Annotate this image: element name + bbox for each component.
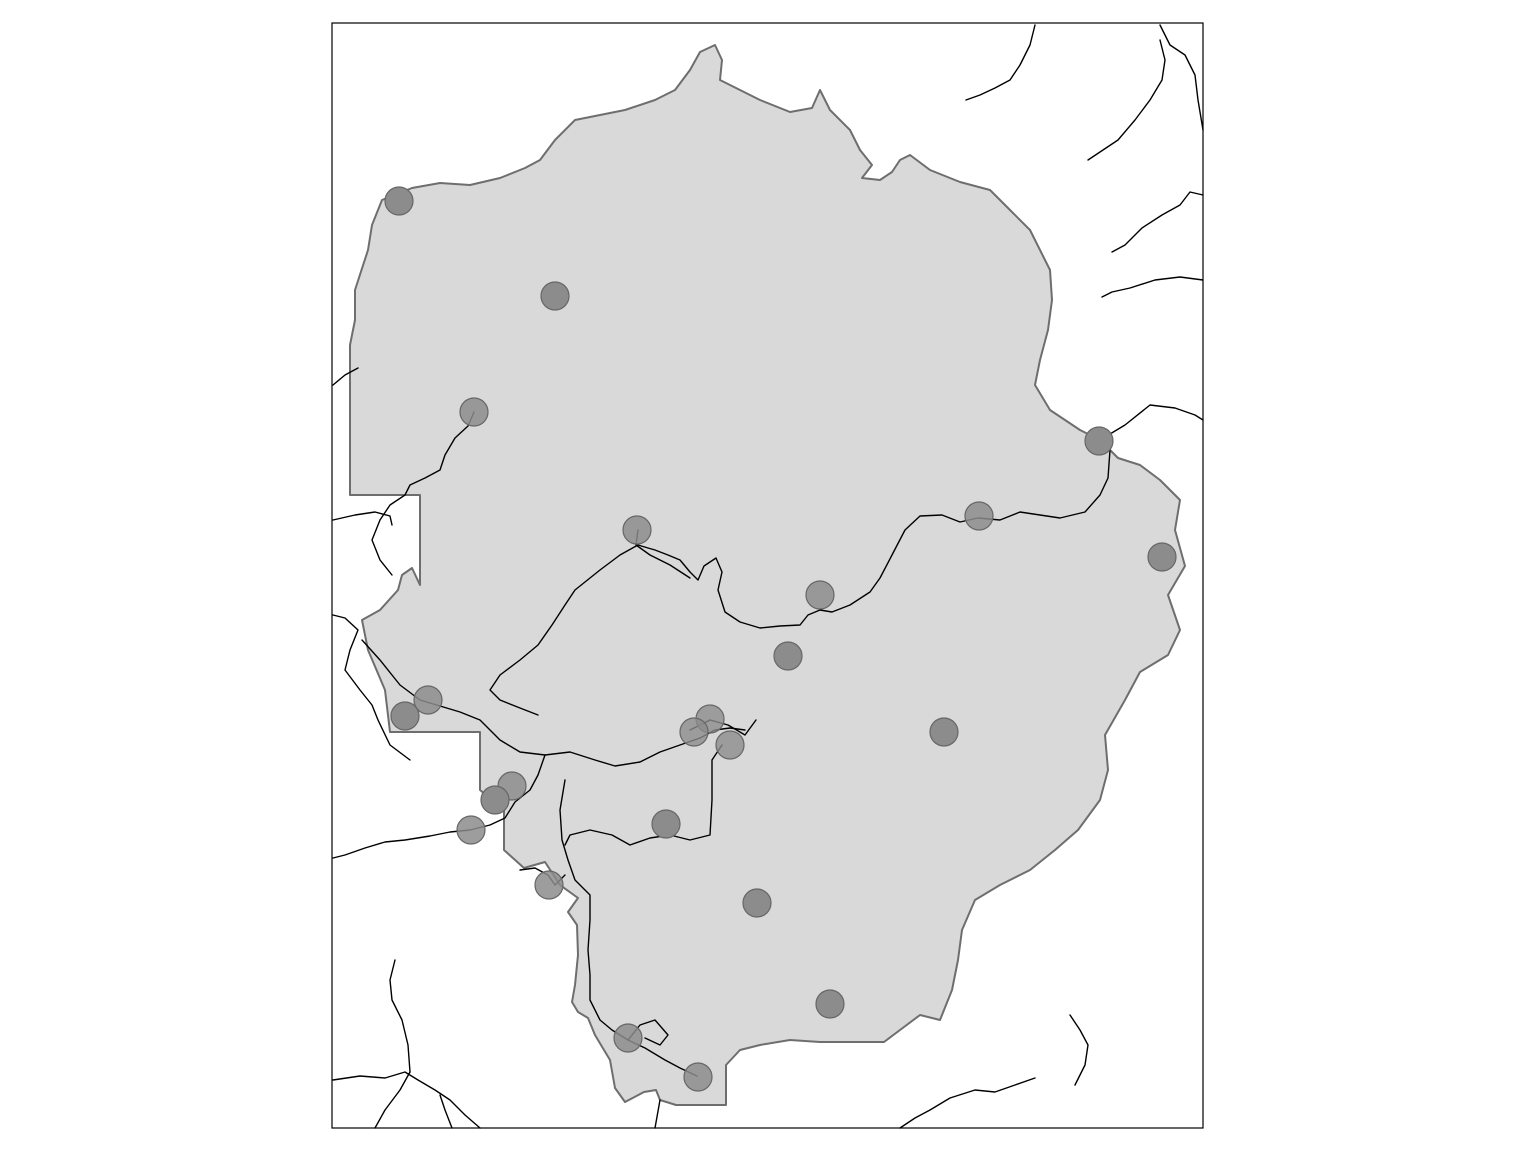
river-east-a <box>1111 191 1204 253</box>
map-marker[interactable] <box>683 1062 713 1092</box>
map-marker[interactable] <box>384 186 414 216</box>
map-marker[interactable] <box>480 785 510 815</box>
road-tioga-east-link <box>1099 404 1204 441</box>
road-west-loop <box>332 511 393 526</box>
map-marker[interactable] <box>929 717 959 747</box>
map-marker[interactable] <box>651 809 681 839</box>
river-southeast-b <box>899 1077 1036 1129</box>
map-marker[interactable] <box>534 870 564 900</box>
map-marker[interactable] <box>1147 542 1177 572</box>
road-tioga-main <box>489 439 1111 716</box>
map-marker[interactable] <box>1084 426 1114 456</box>
map-marker[interactable] <box>456 815 486 845</box>
road-southwest-lower <box>374 1071 411 1129</box>
map-marker[interactable] <box>459 397 489 427</box>
map-marker[interactable] <box>715 730 745 760</box>
road-southwest-north <box>389 959 411 1073</box>
river-south-inner <box>439 1094 453 1129</box>
river-west-a <box>332 367 359 386</box>
map-marker[interactable] <box>622 515 652 545</box>
river-north-c <box>1087 39 1166 161</box>
map-marker[interactable] <box>964 501 994 531</box>
river-west-b <box>332 614 411 761</box>
river-east-b <box>1101 276 1204 298</box>
river-southeast-a <box>1069 1014 1089 1086</box>
road-northwest-spur <box>371 411 475 576</box>
park-boundary-polygon <box>349 44 1186 1106</box>
road-southwest-exit <box>332 1071 481 1129</box>
map-marker[interactable] <box>742 888 772 918</box>
road-south-exit <box>654 1099 661 1129</box>
point-markers <box>384 186 1177 1092</box>
map-marker[interactable] <box>540 281 570 311</box>
map-marker[interactable] <box>390 701 420 731</box>
road-south-corridor <box>559 779 698 1077</box>
river-north-b <box>1159 24 1204 131</box>
map-marker[interactable] <box>815 989 845 1019</box>
river-network <box>332 24 1204 1129</box>
map-marker[interactable] <box>413 685 443 715</box>
map-marker[interactable] <box>805 580 835 610</box>
map-marker[interactable] <box>773 641 803 671</box>
map-frame <box>331 22 1204 1129</box>
map-marker[interactable] <box>679 717 709 747</box>
river-north-a <box>965 24 1036 101</box>
map-marker[interactable] <box>613 1023 643 1053</box>
